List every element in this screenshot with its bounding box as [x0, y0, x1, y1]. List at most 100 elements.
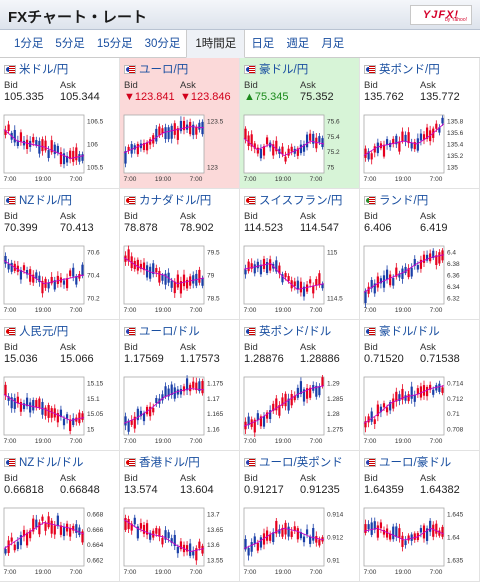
- candle-body: [435, 523, 438, 534]
- mini-candlestick-chart[interactable]: 115 114.5 7:00 19:00 7:00: [243, 242, 355, 314]
- pair-name[interactable]: カナダドル/円: [139, 195, 212, 207]
- mini-candlestick-chart[interactable]: 75.6 75.4 75.2 75 7:00 19:00 7:00: [243, 111, 355, 183]
- mini-candlestick-chart[interactable]: 0.668 0.666 0.664 0.662 7:00 19:00 7:00: [3, 504, 115, 576]
- rate-cell[interactable]: 豪ドル/ドル Bid Ask 0.71520 0.71538 0.714 0.712 0.71…: [360, 320, 480, 451]
- rate-cell[interactable]: 米ドル/円 Bid Ask 105.335 105.344 106.5 106 105.5 7:…: [0, 58, 120, 189]
- mini-candlestick-chart[interactable]: 135.8 135.6 135.4 135.2 135 7:00 19:00 7:00: [363, 111, 475, 183]
- candle-body: [145, 406, 149, 415]
- candle-body: [41, 139, 44, 152]
- pair-link[interactable]: 豪ドル/ドル: [364, 324, 476, 338]
- y-tick-label: 0.664: [87, 542, 104, 549]
- candle-body: [432, 389, 435, 395]
- bid-label: Bid: [4, 80, 18, 91]
- mini-candlestick-chart[interactable]: 0.714 0.712 0.71 0.708 7:00 19:00 7:00: [363, 373, 475, 445]
- candle-body: [419, 528, 423, 533]
- candle-body: [136, 259, 139, 271]
- candle-body: [395, 526, 398, 537]
- pair-name[interactable]: 豪ドル/ドル: [379, 326, 440, 338]
- pair-link[interactable]: スイスフラン/円: [244, 193, 356, 207]
- rate-cell[interactable]: ユーロ/英ポンド Bid Ask 0.91217 0.91235 0.914 0.912 0.…: [240, 451, 360, 582]
- rate-cell[interactable]: 人民元/円 Bid Ask 15.036 15.066 15.15 15.1 15.05 15 7…: [0, 320, 120, 451]
- pair-link[interactable]: 豪ドル/円: [244, 62, 356, 76]
- rate-cell[interactable]: 英ポンド/円 Bid Ask 135.762 135.772 135.8 135.6 135.…: [360, 58, 480, 189]
- candle-body: [44, 407, 47, 416]
- rate-cell[interactable]: カナダドル/円 Bid Ask 78.878 78.902 79.5 79 78.5 7:00 1…: [120, 189, 240, 320]
- rate-cell[interactable]: 香港ドル/円 Bid Ask 13.574 13.604 13.7 13.65 13.6 13.…: [120, 451, 240, 582]
- mini-candlestick-chart[interactable]: 0.914 0.912 0.91 7:00 19:00 7:00: [243, 504, 355, 576]
- pair-link[interactable]: NZドル/円: [4, 193, 116, 207]
- pair-name[interactable]: ランド/円: [379, 195, 429, 207]
- rate-cell[interactable]: スイスフラン/円 Bid Ask 114.523 114.547 115 114.5 7:00…: [240, 189, 360, 320]
- pair-link[interactable]: 香港ドル/円: [124, 455, 236, 469]
- candle-body: [4, 384, 7, 396]
- pair-link[interactable]: 人民元/円: [4, 324, 116, 338]
- rate-cell[interactable]: 英ポンド/ドル Bid Ask 1.28876 1.28886 1.29 1.285 1.28…: [240, 320, 360, 451]
- pair-link[interactable]: NZドル/ドル: [4, 455, 116, 469]
- pair-name[interactable]: ユーロ/円: [139, 64, 189, 76]
- tab-5[interactable]: 日足: [251, 38, 275, 50]
- mini-candlestick-chart[interactable]: 15.15 15.1 15.05 15 7:00 19:00 7:00: [3, 373, 115, 445]
- pair-link[interactable]: ランド/円: [364, 193, 476, 207]
- yjfx-logo[interactable]: YJFX! by Yahoo!: [410, 5, 472, 25]
- mini-candlestick-chart[interactable]: 6.4 6.38 6.36 6.34 6.32 7:00 19:00 7:00: [363, 242, 475, 314]
- rate-cell[interactable]: 豪ドル/円 Bid Ask ▲75.345 75.352 75.6 75.4 75.2 75 7:…: [240, 58, 360, 189]
- rate-cell[interactable]: NZドル/ドル Bid Ask 0.66818 0.66848 0.668 0.666 0.6…: [0, 451, 120, 582]
- pair-link[interactable]: 英ポンド/ドル: [244, 324, 356, 338]
- mini-candlestick-chart[interactable]: 70.6 70.4 70.2 7:00 19:00 7:00: [3, 242, 115, 314]
- mini-candlestick-chart[interactable]: 79.5 79 78.5 7:00 19:00 7:00: [123, 242, 235, 314]
- candle-body: [139, 263, 143, 269]
- tab-6[interactable]: 週足: [286, 38, 310, 50]
- bid-ask-labels: Bid Ask: [4, 342, 116, 353]
- mini-candlestick-chart[interactable]: 123.5 123 7:00 19:00 7:00: [123, 111, 235, 183]
- mini-candlestick-chart[interactable]: 13.7 13.65 13.6 13.55 7:00 19:00 7:00: [123, 504, 235, 576]
- pair-name[interactable]: 豪ドル/円: [259, 64, 309, 76]
- rate-cell[interactable]: ユーロ/豪ドル Bid Ask 1.64359 1.64382 1.645 1.64 1.63…: [360, 451, 480, 582]
- rate-cell[interactable]: ランド/円 Bid Ask 6.406 6.419 6.4 6.38 6.36 6.34 6.32…: [360, 189, 480, 320]
- pair-link[interactable]: ユーロ/英ポンド: [244, 455, 356, 469]
- pair-link[interactable]: ユーロ/豪ドル: [364, 455, 476, 469]
- candle-body: [81, 531, 84, 543]
- tab-7[interactable]: 月足: [321, 38, 345, 50]
- pair-name[interactable]: ユーロ/豪ドル: [379, 457, 452, 469]
- pair-name[interactable]: 香港ドル/円: [139, 457, 200, 469]
- candle-body: [281, 146, 284, 155]
- candle-body: [149, 266, 152, 279]
- rate-cell[interactable]: ユーロ/円 Bid Ask ▼123.841 ▼123.846 123.5 123 7:00 1…: [120, 58, 240, 189]
- candle-body: [192, 124, 195, 136]
- pair-link[interactable]: カナダドル/円: [124, 193, 236, 207]
- tab-1[interactable]: 5分足: [55, 38, 85, 50]
- pair-name[interactable]: 英ポンド/円: [379, 64, 440, 76]
- candle-body: [385, 407, 389, 413]
- candle-body: [364, 421, 367, 428]
- pair-name[interactable]: ユーロ/ドル: [139, 326, 200, 338]
- rate-cell[interactable]: NZドル/円 Bid Ask 70.399 70.413 70.6 70.4 70.2 7:00…: [0, 189, 120, 320]
- pair-name[interactable]: ユーロ/英ポンド: [259, 457, 343, 469]
- bid-ask-labels: Bid Ask: [4, 473, 116, 484]
- candle-body: [302, 389, 306, 402]
- bid-price: 1.28876: [244, 353, 284, 365]
- pair-name[interactable]: スイスフラン/円: [259, 195, 343, 207]
- tab-3[interactable]: 30分足: [144, 38, 181, 50]
- pair-link[interactable]: 米ドル/円: [4, 62, 116, 76]
- mini-candlestick-chart[interactable]: 106.5 106 105.5 7:00 19:00 7:00: [3, 111, 115, 183]
- pair-name[interactable]: 人民元/円: [19, 326, 69, 338]
- y-tick-label: 123: [207, 165, 218, 172]
- pair-name[interactable]: NZドル/ドル: [19, 457, 84, 469]
- mini-candlestick-chart[interactable]: 1.645 1.64 1.635 7:00 19:00 7:00: [363, 504, 475, 576]
- candle-body: [170, 384, 173, 396]
- pair-link[interactable]: ユーロ/円: [124, 62, 236, 76]
- candle-body: [269, 142, 272, 148]
- mini-candlestick-chart[interactable]: 1.29 1.285 1.28 1.275 7:00 19:00 7:00: [243, 373, 355, 445]
- pair-name[interactable]: NZドル/円: [19, 195, 73, 207]
- tab-4[interactable]: 1時間足: [186, 29, 246, 58]
- price-row: 1.28876 1.28886: [244, 353, 356, 366]
- pair-link[interactable]: ユーロ/ドル: [124, 324, 236, 338]
- mini-candlestick-chart[interactable]: 1.175 1.17 1.165 1.16 7:00 19:00 7:00: [123, 373, 235, 445]
- tab-2[interactable]: 15分足: [96, 38, 133, 50]
- pair-name[interactable]: 英ポンド/ドル: [259, 326, 332, 338]
- ask-price: 135.772: [420, 91, 460, 103]
- pair-name[interactable]: 米ドル/円: [19, 64, 69, 76]
- rate-cell[interactable]: ユーロ/ドル Bid Ask 1.17569 1.17573 1.175 1.17 1.165…: [120, 320, 240, 451]
- pair-link[interactable]: 英ポンド/円: [364, 62, 476, 76]
- tab-0[interactable]: 1分足: [14, 38, 44, 50]
